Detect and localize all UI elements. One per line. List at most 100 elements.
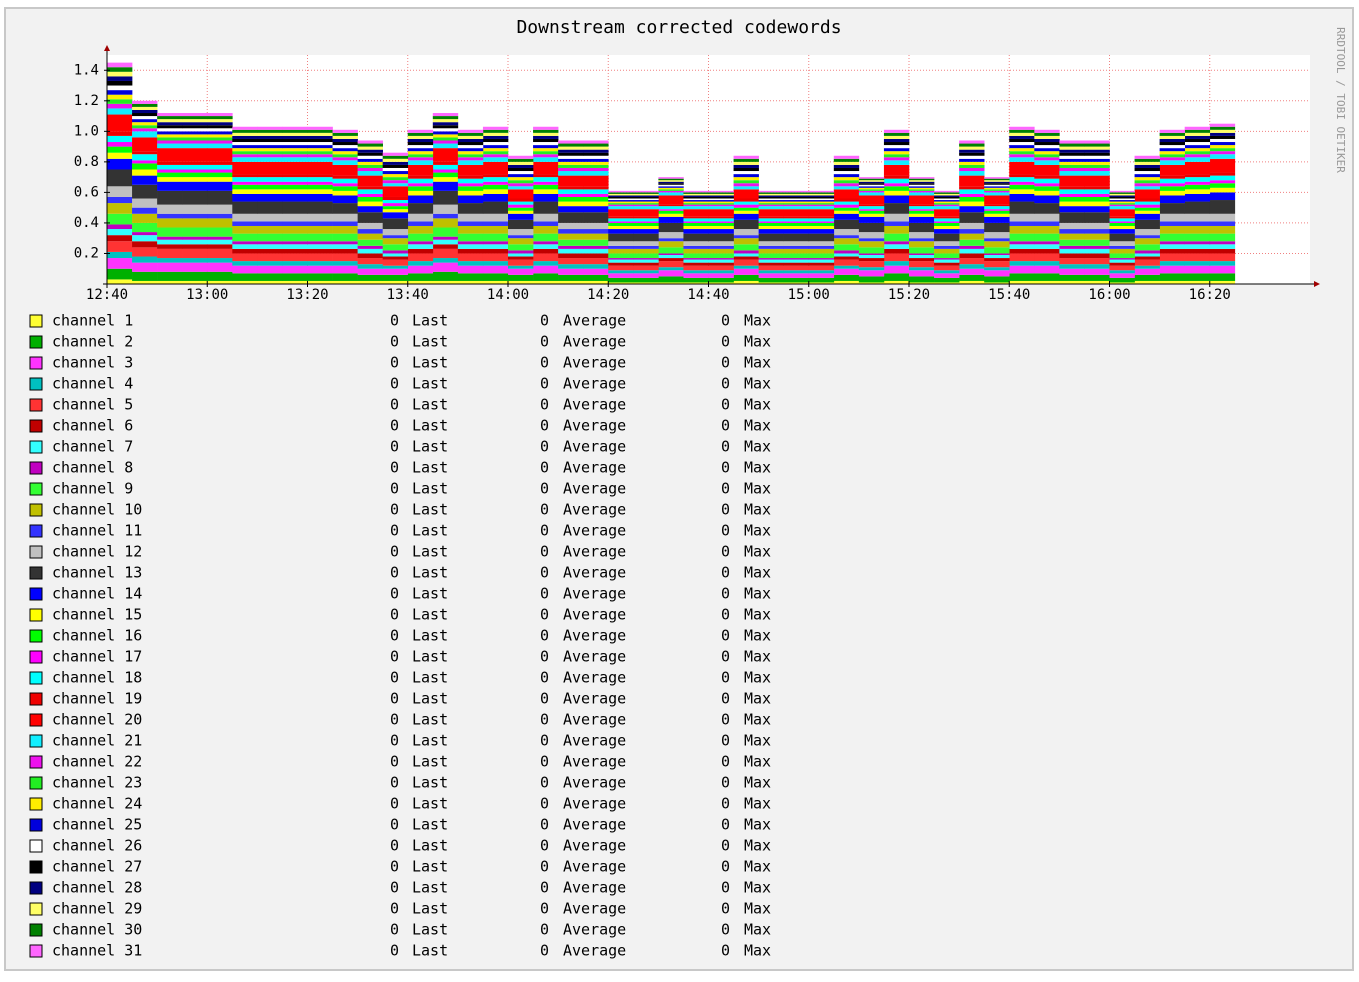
legend-stat-value: 0	[540, 564, 549, 582]
area-segment	[282, 148, 308, 152]
area-segment	[407, 203, 434, 214]
area-segment	[883, 190, 910, 196]
area-segment	[808, 193, 835, 196]
area-segment	[959, 233, 985, 240]
legend-stat-label: Average	[563, 921, 626, 939]
area-segment	[808, 245, 835, 249]
area-segment	[332, 135, 358, 139]
area-segment	[583, 161, 609, 165]
area-segment	[1009, 132, 1035, 136]
area-segment	[157, 113, 183, 117]
area-segment	[608, 206, 634, 210]
area-segment	[457, 178, 484, 184]
legend-stat-label: Last	[412, 438, 448, 456]
area-segment	[182, 190, 208, 205]
area-segment	[558, 193, 584, 197]
legend-swatch	[29, 461, 43, 475]
area-segment	[1034, 186, 1060, 191]
legend-stat-label: Average	[563, 690, 626, 708]
area-segment	[909, 177, 935, 179]
area-segment	[457, 225, 484, 234]
area-segment	[1109, 277, 1135, 283]
legend-stat-value: 0	[390, 438, 399, 456]
area-segment	[808, 203, 835, 205]
legend-stat-label: Average	[563, 942, 626, 960]
area-segment	[934, 201, 960, 204]
area-segment	[1009, 213, 1035, 222]
area-segment	[858, 190, 885, 193]
legend-stat-value: 0	[721, 627, 730, 645]
area-segment	[733, 189, 759, 199]
area-segment	[508, 198, 534, 202]
area-segment	[883, 273, 910, 281]
area-segment	[583, 186, 609, 190]
area-segment	[157, 218, 183, 228]
legend-stat-value: 0	[390, 585, 399, 603]
area-segment	[232, 142, 258, 146]
area-segment	[1084, 253, 1110, 259]
legend-stat-label: Last	[412, 480, 448, 498]
legend-stat-value: 0	[721, 333, 730, 351]
area-segment	[182, 116, 208, 120]
area-segment	[457, 160, 484, 165]
area-segment	[332, 265, 358, 274]
legend-stat-value: 0	[390, 543, 399, 561]
area-segment	[232, 181, 258, 185]
area-segment	[132, 103, 158, 107]
area-segment	[1184, 265, 1211, 274]
area-segment	[583, 146, 609, 150]
area-segment	[708, 201, 734, 204]
area-segment	[382, 253, 409, 257]
area-segment	[533, 145, 559, 149]
area-segment	[132, 116, 158, 120]
legend-stat-value: 0	[390, 333, 399, 351]
area-segment	[382, 235, 409, 239]
legend-stat-value: 0	[540, 816, 549, 834]
area-segment	[984, 195, 1010, 205]
area-segment	[432, 113, 459, 117]
area-segment	[808, 277, 835, 283]
area-segment	[1184, 145, 1211, 149]
area-segment	[508, 164, 534, 168]
area-segment	[883, 253, 910, 262]
area-segment	[959, 239, 985, 246]
area-segment	[508, 213, 534, 220]
legend-stat-label: Last	[412, 333, 448, 351]
area-segment	[207, 164, 233, 170]
area-segment	[357, 140, 383, 144]
area-segment	[1159, 280, 1185, 284]
area-segment	[332, 253, 358, 262]
area-segment	[482, 138, 509, 143]
area-segment	[808, 196, 835, 199]
y-tick-label: 0.6	[74, 184, 99, 200]
area-segment	[583, 258, 609, 265]
area-segment	[407, 265, 434, 274]
legend-stat-label: Average	[563, 417, 626, 435]
legend-stat-value: 0	[721, 795, 730, 813]
legend-label: channel 2	[52, 333, 133, 351]
area-segment	[583, 175, 609, 187]
x-tick-label: 13:00	[186, 287, 228, 303]
area-segment	[733, 274, 759, 281]
area-segment	[658, 209, 684, 211]
area-segment	[708, 253, 734, 259]
area-segment	[482, 129, 509, 133]
legend-stat-label: Last	[412, 396, 448, 414]
area-segment	[1184, 253, 1211, 262]
area-segment	[783, 190, 810, 193]
area-segment	[858, 254, 885, 259]
area-segment	[107, 131, 133, 136]
area-segment	[382, 152, 409, 156]
legend-stat-value: 0	[540, 375, 549, 393]
area-segment	[658, 204, 684, 207]
area-segment	[107, 235, 133, 242]
area-segment	[808, 206, 835, 210]
area-segment	[407, 138, 434, 143]
area-segment	[959, 264, 985, 269]
area-segment	[1159, 138, 1185, 143]
area-segment	[407, 175, 434, 179]
area-segment	[583, 245, 609, 249]
area-segment	[407, 244, 434, 249]
area-segment	[1134, 201, 1160, 205]
